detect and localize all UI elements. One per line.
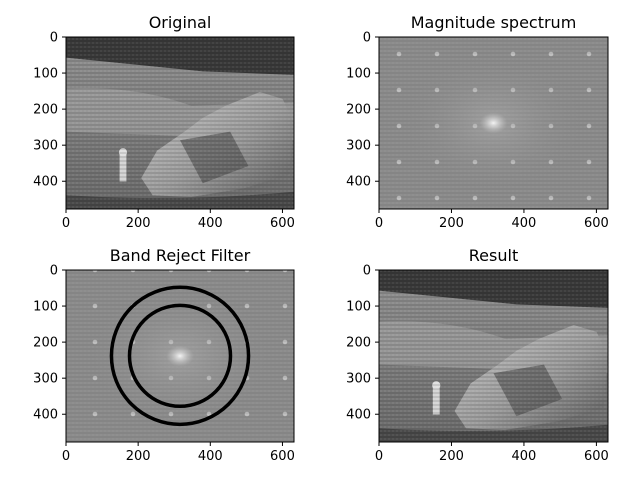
y-tick-label: 200 [346, 103, 371, 118]
y-tick-label: 200 [346, 336, 371, 351]
axes-frame [378, 269, 609, 443]
x-tick-label: 400 [512, 216, 537, 231]
x-tick-label: 400 [198, 449, 223, 464]
x-tick-label: 0 [62, 216, 70, 231]
y-tick-label: 200 [33, 336, 58, 351]
subplot-title: Result [469, 246, 518, 265]
axes-frame [378, 36, 609, 210]
x-tick-label: 0 [375, 449, 383, 464]
subplot-2: Magnitude spectrum 0 200 400 600 0 100 200 300 40… [346, 13, 609, 231]
y-tick-label: 300 [346, 372, 371, 387]
image-content [379, 270, 608, 442]
y-tick-label: 400 [346, 408, 371, 423]
y-tick-label: 300 [346, 139, 371, 154]
y-tick-label: 100 [346, 67, 371, 82]
x-tick-label: 0 [62, 449, 70, 464]
y-tick-label: 200 [33, 103, 58, 118]
y-tick-label: 0 [363, 264, 371, 279]
y-tick-label: 100 [33, 300, 58, 315]
x-tick-label: 0 [375, 216, 383, 231]
x-tick-label: 600 [584, 216, 609, 231]
filter-outer-ring [109, 285, 251, 427]
y-tick-label: 0 [50, 31, 58, 46]
x-tick-label: 400 [198, 216, 223, 231]
image-content [379, 37, 608, 209]
y-tick-label: 100 [33, 67, 58, 82]
y-tick-label: 400 [33, 175, 58, 190]
x-tick-label: 600 [270, 449, 295, 464]
y-tick-label: 0 [50, 264, 58, 279]
y-tick-label: 400 [346, 175, 371, 190]
subplot-1: Original 0 200 400 600 0 100 200 300 400 [33, 13, 295, 231]
subplot-title: Band Reject Filter [110, 246, 251, 265]
subplot-4: Result 0 200 400 600 0 100 200 300 400 [346, 246, 609, 464]
x-tick-label: 600 [584, 449, 609, 464]
subplot-title: Magnitude spectrum [411, 13, 577, 32]
x-tick-label: 200 [126, 216, 151, 231]
y-tick-label: 300 [33, 139, 58, 154]
y-tick-label: 400 [33, 408, 58, 423]
y-tick-label: 0 [363, 31, 371, 46]
x-tick-label: 400 [512, 449, 537, 464]
x-tick-label: 200 [439, 216, 464, 231]
x-tick-label: 600 [270, 216, 295, 231]
image-content [66, 270, 294, 442]
subplot-title: Original [149, 13, 212, 32]
y-tick-label: 100 [346, 300, 371, 315]
axes-frame [65, 36, 295, 210]
subplot-3: Band Reject Filter 0 200 400 600 0 100 200 300 40… [33, 246, 295, 464]
x-tick-label: 200 [126, 449, 151, 464]
axes-frame [65, 269, 295, 443]
image-content [66, 37, 294, 209]
filter-inner-ring [127, 303, 233, 409]
x-tick-label: 200 [439, 449, 464, 464]
y-tick-label: 300 [33, 372, 58, 387]
